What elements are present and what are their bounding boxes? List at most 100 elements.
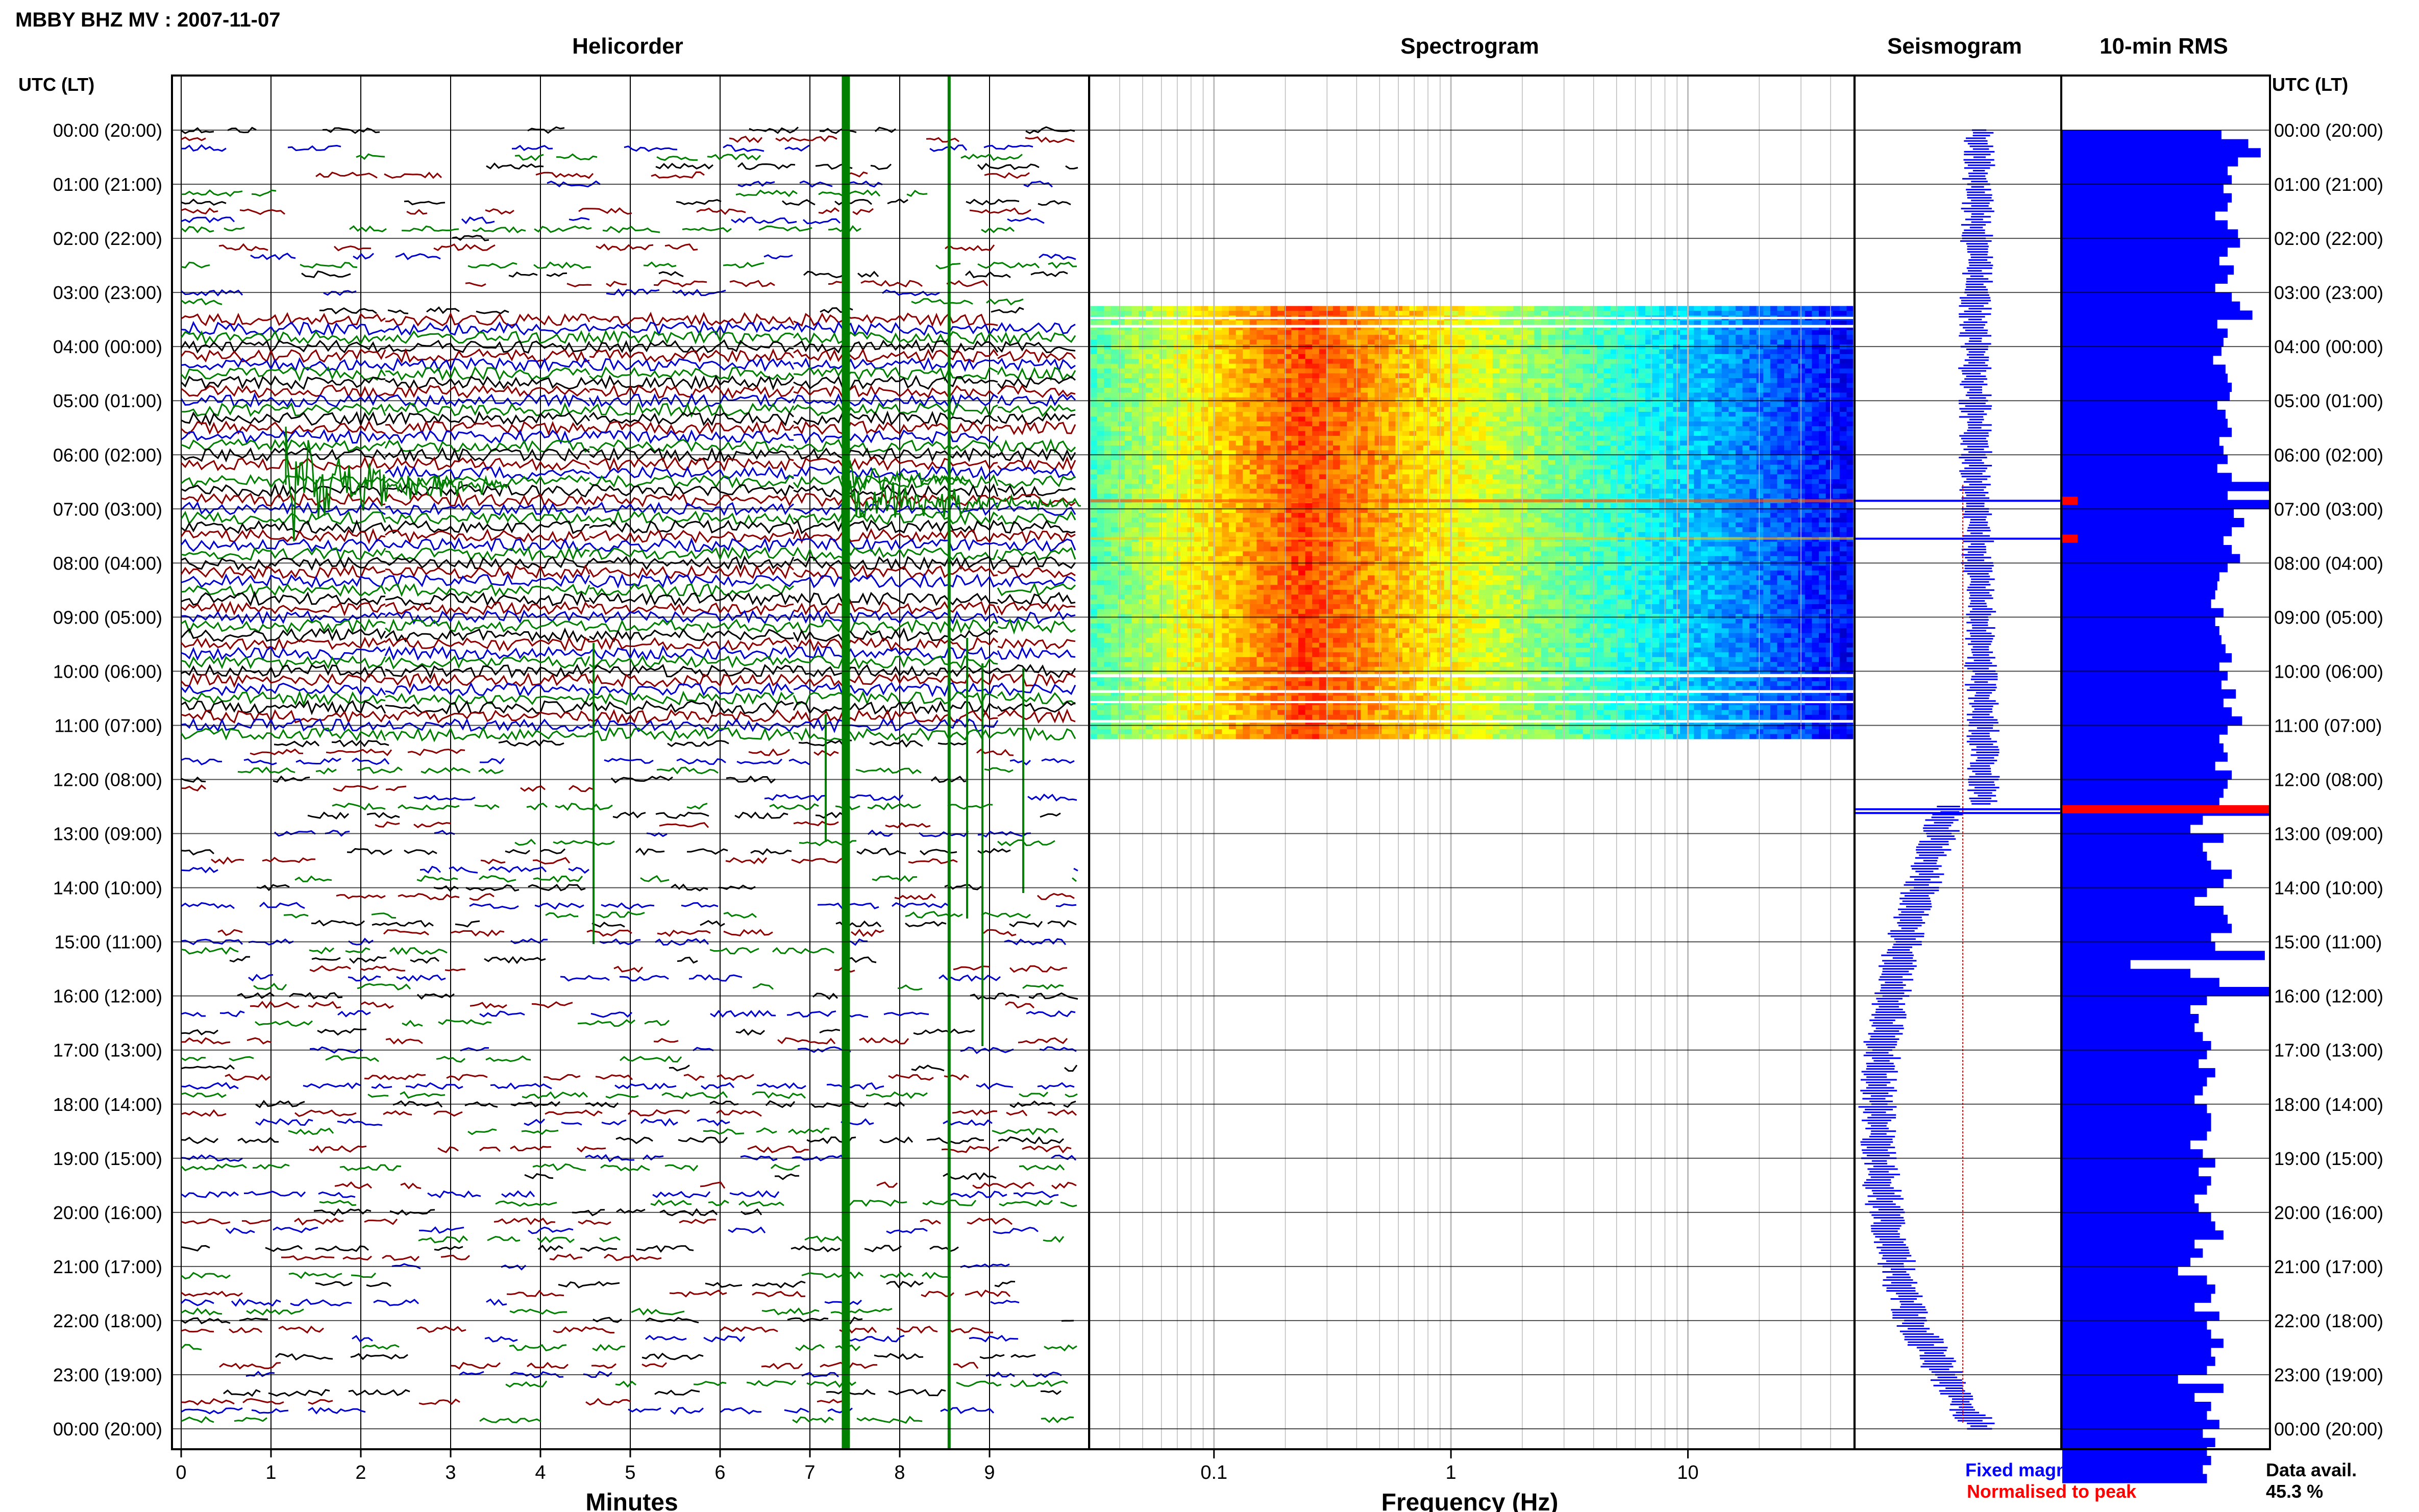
spectrogram-cell xyxy=(1333,335,1341,340)
spectrogram-cell xyxy=(1513,306,1521,311)
spectrogram-cell xyxy=(1624,335,1632,340)
spectrogram-cell xyxy=(1319,450,1326,456)
spectrogram-cell xyxy=(1569,335,1576,340)
spectrogram-cell xyxy=(1291,503,1299,509)
spectrogram-cell xyxy=(1700,412,1708,417)
spectrogram-cell xyxy=(1527,436,1535,441)
spectrogram-cell xyxy=(1256,469,1264,475)
spectrogram-cell xyxy=(1541,373,1549,379)
spectrogram-cell xyxy=(1486,412,1493,417)
spectrogram-cell xyxy=(1229,407,1237,412)
spectrogram-cell xyxy=(1208,484,1216,489)
spectrogram-cell xyxy=(1645,407,1653,412)
spectrogram-cell xyxy=(1839,363,1847,369)
spectrogram-cell xyxy=(1805,387,1812,393)
spectrogram-cell xyxy=(1333,479,1341,484)
spectrogram-cell xyxy=(1270,484,1278,489)
spectrogram-cell xyxy=(1624,503,1632,509)
spectrogram-cell xyxy=(1430,335,1438,340)
spectrogram-cell xyxy=(1110,383,1118,388)
spectrogram-cell xyxy=(1368,421,1375,427)
spectrogram-cell xyxy=(1090,484,1098,489)
spectrogram-cell xyxy=(1499,359,1507,364)
spectrogram-cell xyxy=(1208,455,1216,460)
spectrogram-cell xyxy=(1749,325,1757,331)
spectrogram-cell xyxy=(1284,416,1292,422)
spectrogram-cell xyxy=(1569,359,1576,364)
spectrogram-cell xyxy=(1729,373,1736,379)
spectrogram-cell xyxy=(1236,508,1243,513)
spectrogram-cell xyxy=(1118,392,1125,398)
helicorder-trace-line xyxy=(180,375,1076,391)
spectrogram-cell xyxy=(1194,474,1202,480)
spectrogram-cell xyxy=(1666,392,1673,398)
spectrogram-cell xyxy=(1125,320,1132,326)
spectrogram-cell xyxy=(1555,416,1563,422)
spectrogram-cell xyxy=(1194,368,1202,374)
spectrogram-cell xyxy=(1603,421,1611,427)
spectrogram-cell xyxy=(1222,421,1229,427)
spectrogram-cell xyxy=(1430,479,1438,484)
spectrogram-cell xyxy=(1833,335,1840,340)
spectrogram-cell xyxy=(1513,445,1521,451)
spectrogram-cell xyxy=(1131,311,1139,316)
helicorder-trace-line xyxy=(525,1173,1075,1179)
spectrogram-cell xyxy=(1256,484,1264,489)
spectrogram-cell xyxy=(1249,416,1257,422)
spectrogram-cell xyxy=(1388,306,1396,311)
spectrogram-cell xyxy=(1770,474,1778,480)
spectrogram-cell xyxy=(1264,407,1271,412)
spectrogram-cell xyxy=(1729,392,1736,398)
spectrogram-cell xyxy=(1270,339,1278,345)
spectrogram-cell xyxy=(1097,416,1104,422)
spectrogram-cell xyxy=(1805,402,1812,408)
spectrogram-cell xyxy=(1541,397,1549,403)
spectrogram-cell xyxy=(1381,436,1389,441)
spectrogram-cell xyxy=(1708,440,1715,446)
spectrogram-cell xyxy=(1756,474,1764,480)
spectrogram-cell xyxy=(1451,460,1459,465)
spectrogram-cell xyxy=(1499,378,1507,383)
spectrogram-cell xyxy=(1749,484,1757,489)
spectrogram-cell xyxy=(1347,325,1354,331)
spectrogram-cell xyxy=(1298,493,1306,499)
spectrogram-cell xyxy=(1145,421,1153,427)
spectrogram-cell xyxy=(1409,330,1417,335)
spectrogram-cell xyxy=(1326,479,1334,484)
spectrogram-cell xyxy=(1340,359,1347,364)
spectrogram-cell xyxy=(1763,349,1771,355)
spectrogram-cell xyxy=(1805,488,1812,494)
spectrogram-cell xyxy=(1784,387,1792,393)
spectrogram-cell xyxy=(1409,311,1417,316)
spectrogram-cell xyxy=(1812,412,1819,417)
spectrogram-cell xyxy=(1270,460,1278,465)
spectrogram-cell xyxy=(1353,503,1361,509)
spectrogram-cell xyxy=(1507,407,1514,412)
spectrogram-cell xyxy=(1534,488,1542,494)
spectrogram-cell xyxy=(1145,311,1153,316)
spectrogram-cell xyxy=(1125,387,1132,393)
spectrogram-cell xyxy=(1576,402,1584,408)
spectrogram-cell xyxy=(1680,421,1688,427)
spectrogram-cell xyxy=(1749,445,1757,451)
spectrogram-cell xyxy=(1617,436,1625,441)
spectrogram-cell xyxy=(1507,416,1514,422)
spectrogram-cell xyxy=(1624,306,1632,311)
spectrogram-cell xyxy=(1791,479,1798,484)
spectrogram-cell xyxy=(1465,421,1472,427)
spectrogram-cell xyxy=(1340,325,1347,331)
spectrogram-cell xyxy=(1347,330,1354,335)
spectrogram-cell xyxy=(1180,503,1188,509)
spectrogram-cell xyxy=(1555,445,1563,451)
spectrogram-cell xyxy=(1236,354,1243,359)
spectrogram-cell xyxy=(1534,431,1542,436)
spectrogram-cell xyxy=(1090,354,1098,359)
spectrogram-cell xyxy=(1319,440,1326,446)
spectrogram-cell xyxy=(1749,407,1757,412)
spectrogram-cell xyxy=(1243,464,1250,470)
spectrogram-cell xyxy=(1770,479,1778,484)
spectrogram-cell xyxy=(1492,330,1500,335)
spectrogram-cell xyxy=(1395,445,1403,451)
spectrogram-cell xyxy=(1347,402,1354,408)
spectrogram-cell xyxy=(1277,513,1285,518)
